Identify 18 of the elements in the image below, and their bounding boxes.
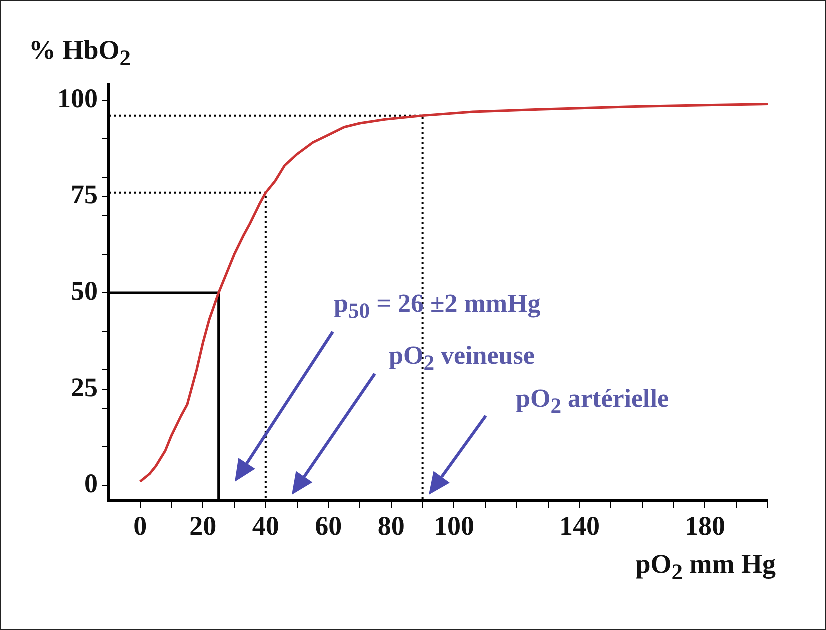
y-tick-label: 0	[84, 468, 98, 499]
y-tick-label: 75	[71, 180, 98, 210]
y-tick-label: 50	[71, 276, 98, 306]
x-tick-label: 40	[252, 511, 280, 542]
y-tick-label: 25	[71, 372, 98, 402]
annotation: pO$_{2}$ veineuse	[389, 341, 535, 376]
y-tick-label: 100	[58, 83, 98, 114]
x-tick-label: 80	[378, 511, 405, 542]
x-tick-label: 0	[134, 511, 148, 542]
x-tick-label: 100	[434, 511, 474, 542]
annotation: pO$_{2}$ artérielle	[516, 384, 670, 420]
y-axis-title: % HbO$_{2}$	[29, 35, 132, 72]
x-tick-label: 180	[684, 511, 726, 542]
x-tick-label: 60	[315, 511, 342, 542]
annotation: p$_{50}$ = 26 ±2 mmHg	[334, 289, 541, 324]
x-tick-label: 140	[559, 511, 600, 542]
x-tick-label: 20	[190, 511, 217, 542]
x-axis-title: pO$_{2}$ mm Hg	[636, 549, 776, 586]
